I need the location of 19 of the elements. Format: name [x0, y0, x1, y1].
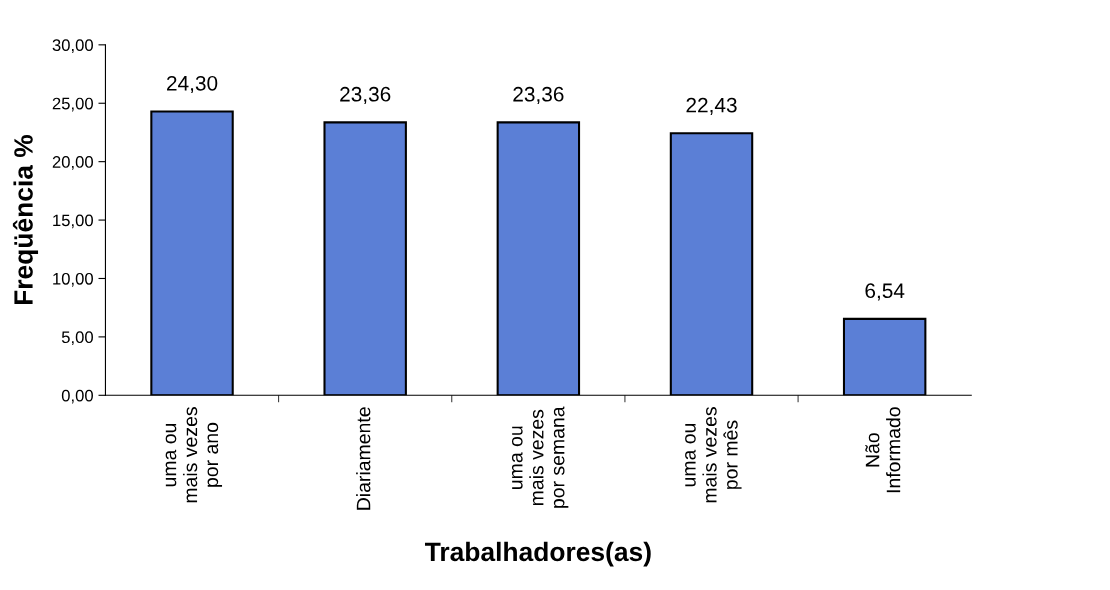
data-label: 24,30	[167, 75, 218, 94]
y-tick-label: 20,00	[52, 156, 93, 170]
y-axis-title: Freqüência %	[12, 134, 39, 305]
y-tick-label: 15,00	[53, 214, 93, 229]
x-tick-label: uma ou mais vezes por semana	[511, 406, 569, 508]
data-label: 23,36	[513, 86, 564, 105]
y-tick-label: 0,00	[61, 389, 93, 404]
x-tick-label: uma ou mais vezes por ano	[165, 407, 223, 503]
data-label: 23,36	[340, 86, 391, 105]
data-label: 6,54	[865, 283, 905, 301]
x-tick-label: Não Informado	[865, 407, 901, 493]
x-tick-label: uma ou mais vezes por mês	[685, 407, 742, 503]
y-tick-label: 10,00	[53, 272, 93, 287]
y-tick-label: 5,00	[61, 331, 93, 346]
x-tick-label: Diariamente	[356, 407, 371, 510]
y-tick-label: 30,00	[52, 39, 93, 54]
x-axis-title: Trabalhadores(as)	[424, 541, 651, 567]
data-label: 22,43	[686, 97, 737, 115]
y-tick-label: 25,00	[52, 97, 93, 112]
